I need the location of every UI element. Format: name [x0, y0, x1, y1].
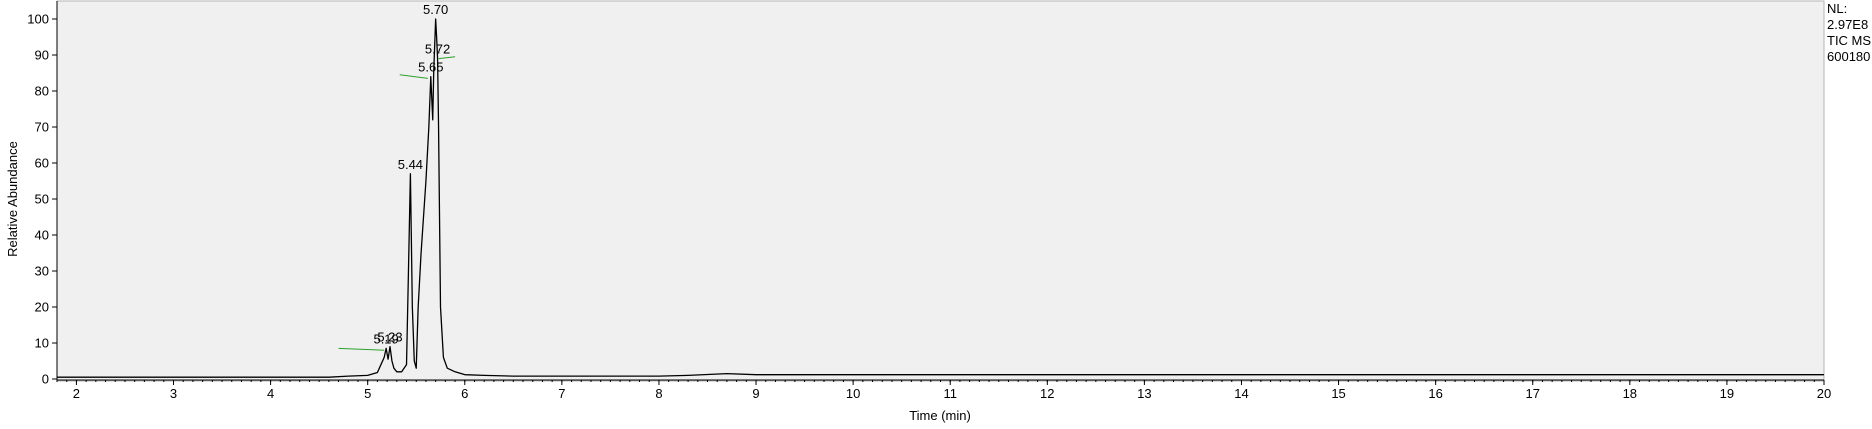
trace-type: TIC MS	[1827, 33, 1872, 48]
x-tick-label: 19	[1720, 386, 1734, 401]
y-tick-label: 60	[35, 156, 49, 171]
nl-label: NL:	[1827, 1, 1848, 16]
y-tick-label: 0	[42, 372, 49, 387]
x-tick-label: 2	[73, 386, 80, 401]
x-tick-label: 4	[267, 386, 274, 401]
x-tick-label: 7	[558, 386, 565, 401]
peak-label: 5.72	[425, 42, 450, 57]
x-axis: 2 3 4 5 6 7 8 9 10 11 12 13 14 15 16 17 18 19 20	[56, 379, 1831, 401]
y-tick-label: 40	[35, 228, 49, 243]
y-axis-title: Relative Abundance	[5, 141, 20, 257]
x-tick-label: 5	[364, 386, 371, 401]
x-tick-label: 9	[752, 386, 759, 401]
integration-marks	[338, 56, 456, 351]
y-tick-label: 100	[27, 12, 49, 27]
x-tick-label: 3	[170, 386, 177, 401]
x-tick-label: 17	[1526, 386, 1540, 401]
x-tick-label: 6	[461, 386, 468, 401]
x-tick-label: 14	[1234, 386, 1248, 401]
y-tick-label: 10	[35, 336, 49, 351]
peak-label: 5.19	[373, 331, 398, 346]
y-tick-label: 20	[35, 300, 49, 315]
peak-label: 5.44	[398, 157, 423, 172]
x-tick-label: 8	[655, 386, 662, 401]
info-panel: NL: 2.97E8 TIC MS 600180	[1827, 1, 1872, 65]
x-tick-label: 11	[943, 386, 957, 401]
peak-label: 5.70	[423, 2, 448, 17]
integration-baseline	[399, 74, 428, 79]
y-tick-label: 70	[35, 120, 49, 135]
tic-trace	[57, 18, 1824, 378]
y-tick-label: 90	[35, 48, 49, 63]
x-tick-label: 16	[1428, 386, 1442, 401]
integration-baseline	[338, 347, 385, 351]
integration-baseline	[438, 56, 456, 60]
peak-label: 5.65	[418, 60, 443, 75]
x-tick-label: 15	[1331, 386, 1345, 401]
sample-name: 600180	[1827, 49, 1871, 64]
peak-labels: 5.195.23 5.44 5.65 5.70 5.72	[373, 2, 450, 346]
y-tick-label: 30	[35, 264, 49, 279]
y-tick-label: 50	[35, 192, 49, 207]
y-axis: 0 10 20 30 40 50 60 70 80 90 100	[27, 1, 58, 387]
x-tick-label: 10	[846, 386, 860, 401]
x-tick-label: 12	[1040, 386, 1054, 401]
y-tick-label: 80	[35, 84, 49, 99]
plot-area	[56, 0, 1825, 382]
x-tick-label: 20	[1817, 386, 1831, 401]
series-group	[57, 18, 1824, 378]
x-tick-label: 18	[1623, 386, 1637, 401]
peak-label: 5.23	[377, 330, 402, 345]
x-axis-title: Time (min)	[909, 408, 971, 423]
x-tick-label: 13	[1137, 386, 1151, 401]
nl-value: 2.97E8	[1827, 17, 1869, 32]
